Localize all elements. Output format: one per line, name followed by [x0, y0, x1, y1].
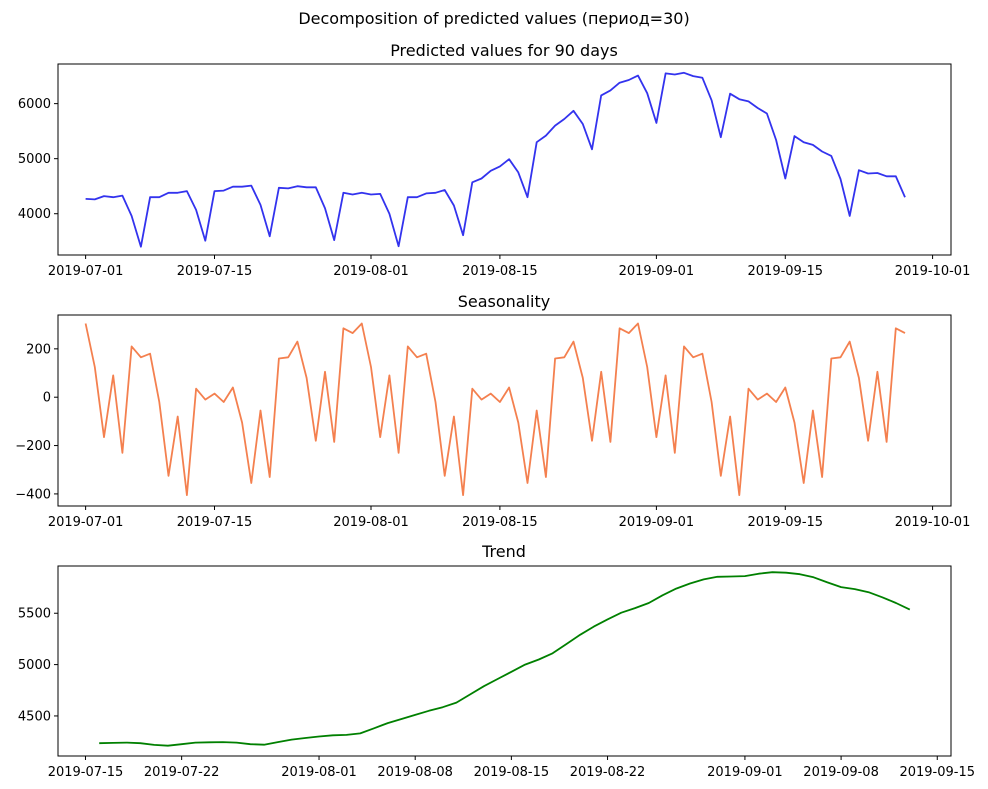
predicted-x-tick-label: 2019-07-01 [48, 264, 124, 279]
trend-axes-frame [57, 565, 952, 757]
seasonality-y-tick-label: −200 [15, 439, 51, 454]
trend-y-tick-label: 5000 [18, 658, 51, 673]
trend-x-tick-label: 2019-08-08 [377, 765, 453, 780]
trend-x-tick-label: 2019-08-22 [570, 765, 646, 780]
predicted-x-tick-label: 2019-08-01 [333, 264, 409, 279]
trend-title: Trend [481, 542, 526, 561]
seasonality-x-tick-label: 2019-09-01 [619, 515, 695, 530]
predicted-axes-frame [57, 63, 952, 256]
figure-suptitle: Decomposition of predicted values (перио… [298, 9, 689, 28]
seasonality-axes-frame [57, 314, 952, 507]
trend-x-tick-label: 2019-08-01 [281, 765, 357, 780]
predicted-values-title: Predicted values for 90 days [390, 41, 618, 60]
trend-x-tick-label: 2019-07-22 [144, 765, 220, 780]
predicted-x-tick-label: 2019-07-15 [177, 264, 253, 279]
predicted-y-tick-label: 4000 [18, 207, 51, 222]
predicted-x-tick-label: 2019-09-15 [748, 264, 824, 279]
trend-x-tick-label: 2019-08-15 [474, 765, 550, 780]
seasonality-y-tick-label: 0 [43, 391, 51, 406]
trend-series-line [99, 571, 911, 747]
trend-axes: Trend 2019-07-15 2019-07-22 2019-08-01 2019… [18, 542, 975, 780]
seasonality-x-tick-label: 2019-07-15 [177, 515, 253, 530]
predicted-y-tick-label: 6000 [18, 97, 51, 112]
trend-x-tick-label: 2019-09-15 [899, 765, 975, 780]
seasonality-x-tick-label: 2019-07-01 [48, 515, 124, 530]
trend-x-tick-label: 2019-07-15 [48, 765, 124, 780]
trend-x-tick-label: 2019-09-08 [803, 765, 879, 780]
trend-x-tick-label: 2019-09-01 [707, 765, 783, 780]
predicted-y-tick-label: 5000 [18, 152, 51, 167]
seasonality-y-tick-label: −400 [15, 487, 51, 502]
seasonality-x-tick-label: 2019-08-01 [333, 515, 409, 530]
predicted-values-axes: Predicted values for 90 days 2019-07-01 2… [18, 41, 970, 279]
predicted-series-line [85, 71, 906, 248]
trend-y-tick-label: 5500 [18, 607, 51, 622]
trend-y-tick-label: 4500 [18, 709, 51, 724]
predicted-x-tick-label: 2019-09-01 [619, 264, 695, 279]
seasonality-series-line [84, 322, 906, 497]
predicted-x-tick-label: 2019-10-01 [895, 264, 971, 279]
predicted-x-tick-label: 2019-08-15 [462, 264, 538, 279]
seasonality-y-tick-label: 200 [26, 342, 51, 357]
seasonality-x-tick-label: 2019-10-01 [895, 515, 971, 530]
seasonality-title: Seasonality [458, 292, 551, 311]
seasonality-axes: Seasonality 2019-07-01 2019-07-15 2019-08-… [15, 292, 970, 530]
seasonality-x-tick-label: 2019-08-15 [462, 515, 538, 530]
seasonality-x-tick-label: 2019-09-15 [748, 515, 824, 530]
